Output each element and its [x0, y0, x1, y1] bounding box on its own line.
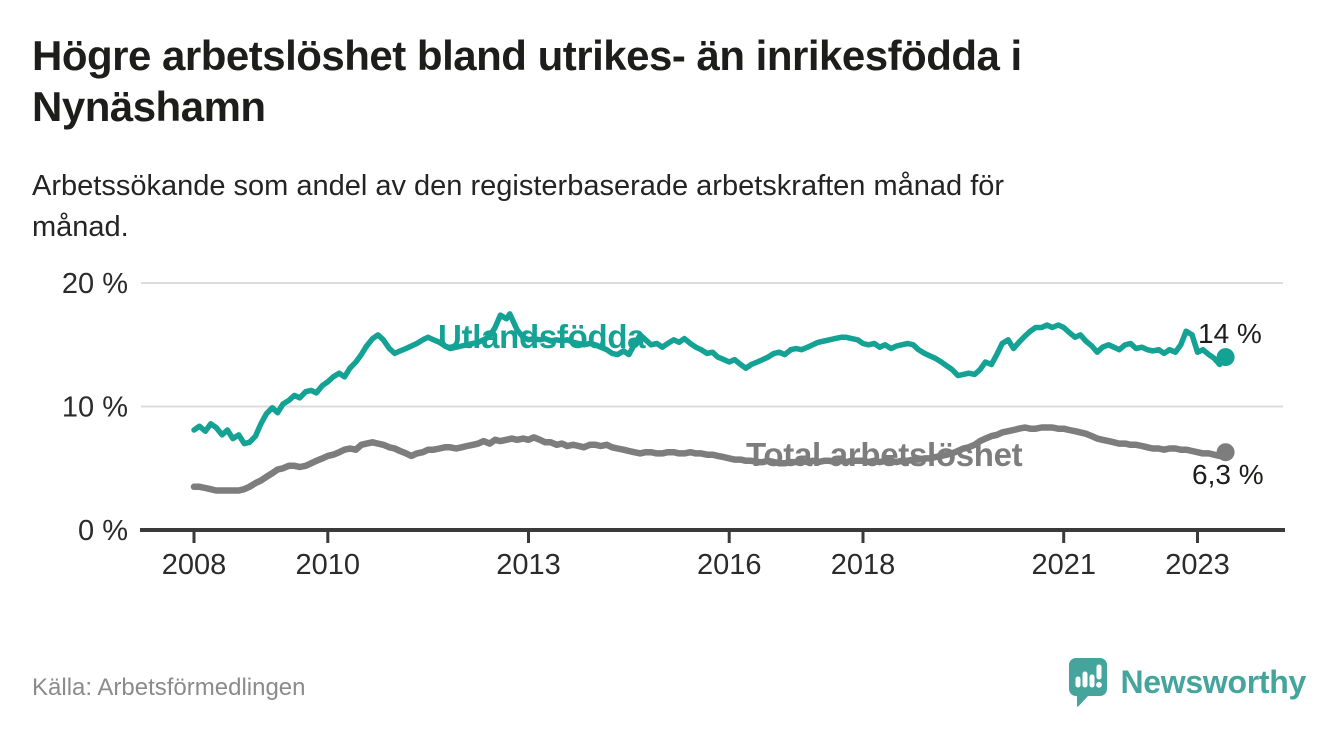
- x-axis-tick-label: 2008: [162, 549, 227, 581]
- series-label-utlandsfodda: Utlandsfödda: [438, 318, 646, 355]
- endpoint-dot-total: [1216, 443, 1235, 462]
- x-axis-tick-label: 2023: [1165, 549, 1230, 581]
- chart-subtitle: Arbetssökande som andel av den registerb…: [32, 166, 1312, 248]
- y-axis-tick-label: 0 %: [78, 515, 128, 547]
- newsworthy-logo: Newsworthy: [1067, 656, 1307, 708]
- title-line-2: Nynäshamn: [32, 83, 266, 131]
- title-line-1: Högre arbetslöshet bland utrikes- än inr…: [32, 32, 1022, 79]
- exclamation-bar-icon: [1096, 664, 1101, 680]
- x-axis-tick-label: 2021: [1031, 549, 1096, 581]
- subtitle-line-1: Arbetssökande som andel av den registerb…: [32, 170, 1005, 202]
- series-label-total: Total arbetslöshet: [746, 436, 1023, 473]
- bar-icon-medium: [1089, 674, 1094, 688]
- bar-icon-small: [1075, 676, 1080, 688]
- x-axis-tick-label: 2018: [831, 549, 896, 581]
- x-axis-tick-label: 2013: [496, 549, 561, 581]
- subtitle-line-2: månad.: [32, 211, 129, 244]
- y-axis-tick-label: 10 %: [62, 392, 128, 424]
- source-note: Källa: Arbetsförmedlingen: [32, 674, 306, 701]
- end-value-label-utlandsfodda: 14 %: [1198, 318, 1262, 349]
- end-value-label-total: 6,3 %: [1192, 459, 1264, 490]
- series-line-total: [190, 424, 1229, 494]
- page-title: Högre arbetslöshet bland utrikes- än inr…: [32, 30, 1312, 132]
- y-axis-tick-label: 20 %: [62, 268, 128, 300]
- exclamation-dot-icon: [1095, 681, 1102, 688]
- series-line-utlandsfodda: [191, 311, 1229, 447]
- x-axis-tick-label: 2016: [697, 549, 762, 581]
- x-axis-tick-label: 2010: [296, 549, 361, 581]
- brand-name: Newsworthy: [1120, 663, 1307, 700]
- bar-icon-tall: [1082, 671, 1087, 688]
- endpoint-dot-utlandsfodda: [1216, 348, 1235, 367]
- newsworthy-speech-bubble-icon: [1068, 658, 1107, 707]
